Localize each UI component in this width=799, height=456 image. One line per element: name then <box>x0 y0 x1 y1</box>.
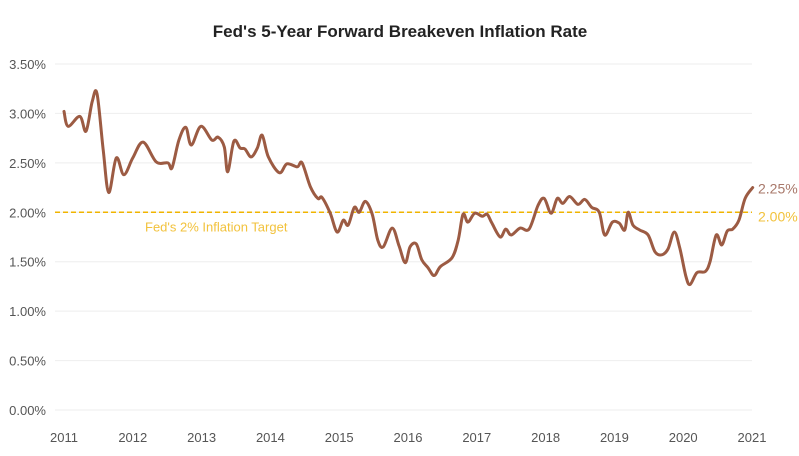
x-tick-label: 2018 <box>531 430 560 445</box>
y-tick-label: 0.50% <box>9 354 46 369</box>
y-tick-label: 1.00% <box>9 304 46 319</box>
series-line <box>62 89 755 287</box>
gridlines <box>55 63 752 411</box>
y-tick-label: 0.00% <box>9 403 46 418</box>
y-tick-label: 2.00% <box>9 205 46 220</box>
chart-title: Fed's 5-Year Forward Breakeven Inflation… <box>213 22 587 41</box>
target-label: Fed's 2% Inflation Target <box>145 219 288 234</box>
x-tick-label: 2013 <box>187 430 216 445</box>
x-tick-label: 2017 <box>462 430 491 445</box>
y-tick-label: 3.00% <box>9 106 46 121</box>
x-tick-label: 2011 <box>50 430 78 445</box>
y-tick-label: 2.50% <box>9 156 46 171</box>
x-tick-label: 2014 <box>256 430 285 445</box>
x-tick-label: 2019 <box>600 430 629 445</box>
end-value-label: 2.25% <box>758 181 798 197</box>
y-tick-label: 3.50% <box>9 57 46 72</box>
x-axis: 2011 2012 2013 2014 2015 2016 2017 2018 2019 2020… <box>50 430 766 445</box>
x-tick-label: 2021 <box>738 430 767 445</box>
y-axis: 0.00% 0.50% 1.00% 1.50% 2.00% 2.50% 3.00% 3.50% <box>9 57 46 418</box>
x-tick-label: 2016 <box>394 430 423 445</box>
target-value-label: 2.00% <box>758 208 798 224</box>
x-tick-label: 2020 <box>669 430 698 445</box>
x-tick-label: 2012 <box>118 430 147 445</box>
x-tick-label: 2015 <box>325 430 354 445</box>
y-tick-label: 1.50% <box>9 255 46 270</box>
